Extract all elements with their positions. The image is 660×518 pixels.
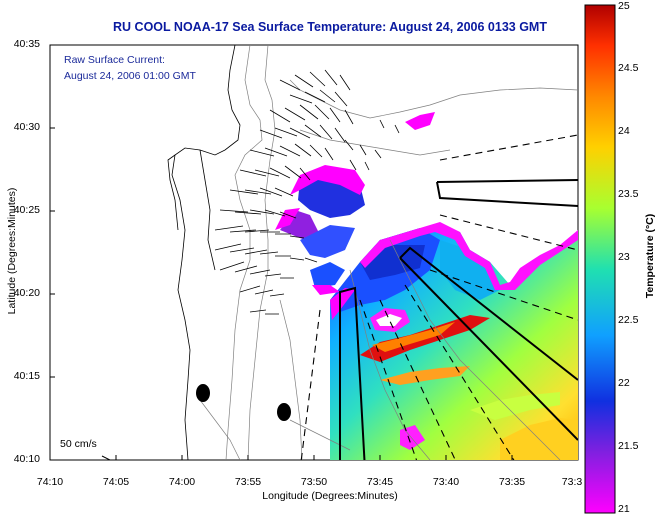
colorbar-tick-label: 24 <box>618 125 630 137</box>
x-axis-label: Longitude (Degrees:Minutes) <box>262 490 398 502</box>
y-tick-label: 40:20 <box>13 287 40 299</box>
sst-field <box>275 112 578 460</box>
colorbar-tick-label: 23 <box>618 251 630 263</box>
dashed-lanes <box>300 134 578 460</box>
bathymetry-contours <box>199 45 578 460</box>
x-tick-label: 74:05 <box>102 476 130 488</box>
colorbar-tick-label: 22 <box>618 377 630 389</box>
x-tick-label: 74:10 <box>36 476 64 488</box>
colorbar-tick-label: 22.5 <box>618 314 639 326</box>
shipping-lanes <box>339 179 578 460</box>
annotation-label: Raw Surface Current: <box>64 54 165 66</box>
y-tick-label: 40:35 <box>13 38 40 50</box>
buoy-marker <box>277 403 291 421</box>
axis-ticks <box>49 44 513 461</box>
coastline <box>167 45 241 460</box>
y-axis-label: Latitude (Degrees:Minutes) <box>6 187 18 315</box>
colorbar-tick-label: 21.5 <box>618 440 639 452</box>
x-tick-label: 73:45 <box>366 476 394 488</box>
x-tick-label: 73:3 <box>561 476 583 488</box>
x-tick-label: 73:55 <box>234 476 262 488</box>
colorbar-tick-label: 21 <box>618 503 630 515</box>
colorbar-tick-label: 24.5 <box>618 62 639 74</box>
buoy-marker <box>196 384 210 402</box>
map-title: RU COOL NOAA-17 Sea Surface Temperature:… <box>113 20 547 34</box>
y-tick-label: 40:15 <box>13 370 40 382</box>
x-tick-label: 74:00 <box>168 476 196 488</box>
scale-label: 50 cm/s <box>60 438 97 450</box>
colorbar-tick-label: 23.5 <box>618 188 639 200</box>
x-tick-label: 73:35 <box>498 476 526 488</box>
colorbar-tick-label: 25 <box>618 0 630 12</box>
y-tick-label: 40:10 <box>13 453 40 465</box>
x-tick-label: 73:40 <box>432 476 460 488</box>
x-tick-label: 73:50 <box>300 476 328 488</box>
scale-arrow <box>64 455 112 460</box>
current-vectors <box>214 69 400 315</box>
colorbar <box>584 4 616 514</box>
y-tick-label: 40:30 <box>13 121 40 133</box>
colorbar-label: Temperature (°C) <box>644 213 656 299</box>
annotation-date: August 24, 2006 01:00 GMT <box>64 70 196 82</box>
y-tick-label: 40:25 <box>13 204 40 216</box>
